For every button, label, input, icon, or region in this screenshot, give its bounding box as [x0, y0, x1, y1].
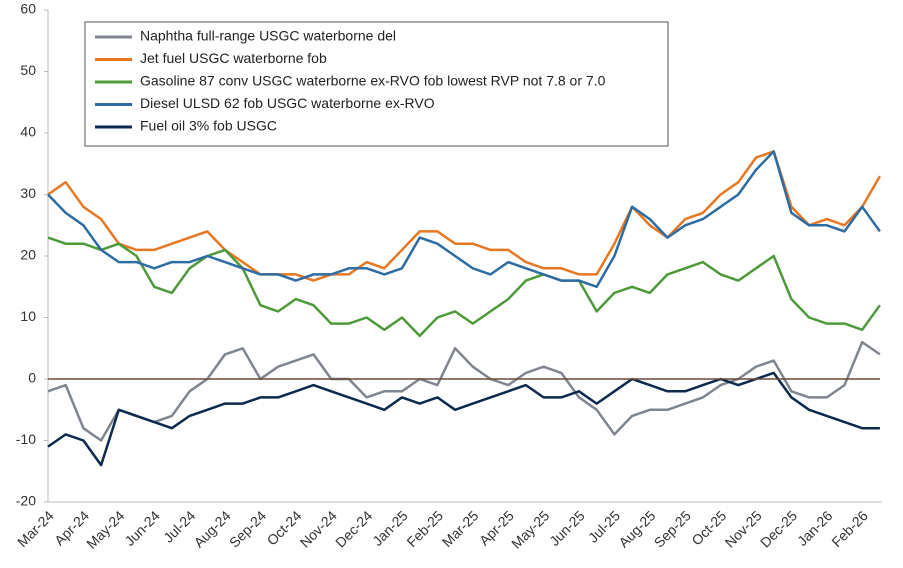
legend-label: Jet fuel USGC waterborne fob [140, 50, 327, 66]
series-line [47, 150, 881, 289]
y-tick-label: 0 [28, 370, 36, 386]
x-tick-label: Nov-25 [722, 507, 765, 550]
x-tick-label: Sep-25 [651, 507, 694, 550]
x-tick-label: Feb-25 [403, 507, 446, 550]
y-tick-label: 30 [20, 185, 36, 201]
y-tick-label: 40 [20, 124, 36, 140]
y-tick-label: -20 [16, 493, 36, 509]
legend-box [84, 21, 669, 147]
x-tick-label: Jan-25 [369, 507, 411, 549]
y-tick-label: 60 [20, 1, 36, 17]
y-tick-label: 20 [20, 247, 36, 263]
x-tick-label: Aug-25 [615, 507, 658, 550]
x-tick-label: Jan-26 [794, 507, 836, 549]
x-tick-label: Jun-25 [546, 507, 588, 549]
x-tick-label: Aug-24 [190, 507, 233, 550]
legend-label: Gasoline 87 conv USGC waterborne ex-RVO … [140, 73, 606, 89]
legend-label: Diesel ULSD 62 fob USGC waterborne ex-RV… [140, 95, 435, 111]
y-tick-label: -10 [16, 431, 36, 447]
series-line [47, 236, 881, 338]
legend-label: Naphtha full-range USGC waterborne del [140, 28, 396, 44]
series-line [47, 340, 881, 442]
legend-label: Fuel oil 3% fob USGC [140, 118, 277, 134]
lines [47, 150, 881, 467]
x-tick-label: Jun-24 [121, 507, 163, 549]
y-tick-label: 10 [20, 308, 36, 324]
x-tick-label: May-24 [83, 507, 127, 551]
series-line [47, 371, 880, 467]
x-tick-label: Mar-25 [439, 507, 482, 550]
x-tick-label: Mar-24 [14, 507, 57, 550]
x-tick-label: Nov-24 [297, 507, 340, 550]
x-tick-label: Feb-26 [828, 507, 871, 550]
legend: Naphtha full-range USGC waterborne del Je… [84, 21, 669, 147]
x-tick-label: Dec-24 [332, 507, 375, 550]
series-line [47, 150, 881, 282]
x-tick-label: Dec-25 [757, 507, 800, 550]
y-tick-label: 50 [20, 62, 36, 78]
x-tick-label: May-25 [508, 507, 552, 551]
x-tick-label: Sep-24 [226, 507, 269, 550]
